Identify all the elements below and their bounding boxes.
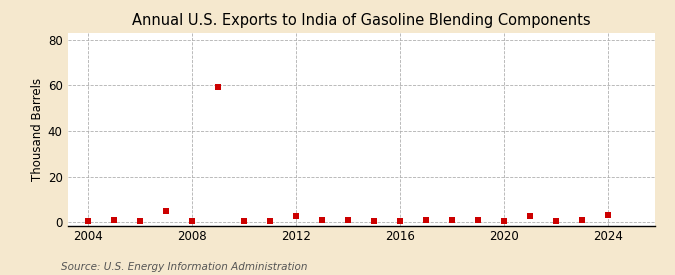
Point xyxy=(83,219,94,224)
Point xyxy=(551,219,562,223)
Point xyxy=(369,219,379,223)
Point xyxy=(472,218,483,222)
Point xyxy=(499,219,510,224)
Point xyxy=(524,214,535,219)
Point xyxy=(187,219,198,224)
Point xyxy=(291,214,302,219)
Point xyxy=(447,218,458,222)
Point xyxy=(395,219,406,224)
Title: Annual U.S. Exports to India of Gasoline Blending Components: Annual U.S. Exports to India of Gasoline… xyxy=(132,13,591,28)
Point xyxy=(603,213,614,218)
Point xyxy=(421,218,431,222)
Point xyxy=(135,219,146,224)
Point xyxy=(343,218,354,222)
Text: Source: U.S. Energy Information Administration: Source: U.S. Energy Information Administ… xyxy=(61,262,307,272)
Point xyxy=(239,219,250,224)
Point xyxy=(317,218,327,222)
Point xyxy=(109,218,119,222)
Point xyxy=(265,219,275,224)
Point xyxy=(576,218,587,222)
Point xyxy=(161,208,171,213)
Y-axis label: Thousand Barrels: Thousand Barrels xyxy=(30,78,44,181)
Point xyxy=(213,84,223,89)
